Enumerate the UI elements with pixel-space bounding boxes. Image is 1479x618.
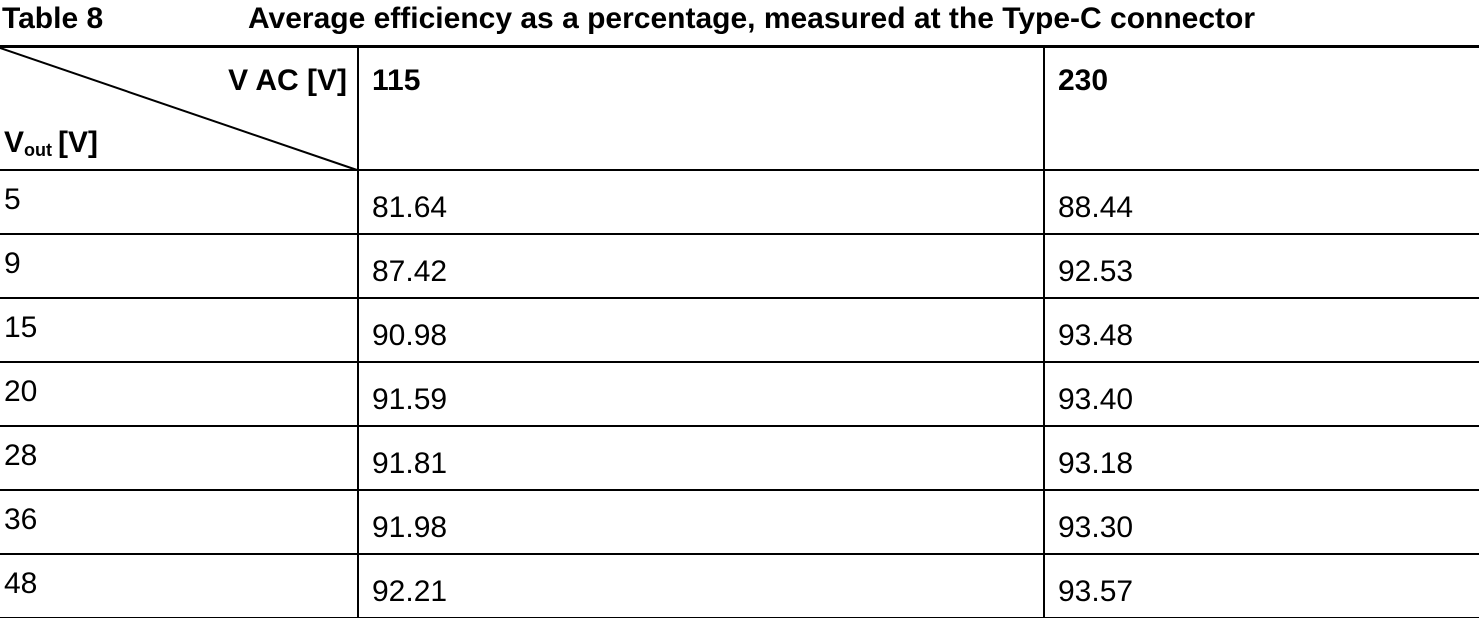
header-rule [0, 169, 1479, 171]
row-axis-symbol: V [4, 126, 25, 159]
row-header: 9 [4, 247, 21, 280]
cell-value: 93.40 [1058, 383, 1134, 416]
column-axis-label: V AC [V] [228, 64, 347, 97]
corner-diagonal [0, 47, 358, 171]
cell-value: 81.64 [372, 191, 448, 224]
cell-value: 93.48 [1058, 319, 1134, 352]
table-label: Table 8 [2, 2, 104, 35]
row-axis-unit: [V] [58, 126, 98, 159]
row-header: 36 [4, 503, 38, 536]
cell-value: 93.18 [1058, 447, 1134, 480]
column-rule [1043, 47, 1045, 617]
row-axis-label: Vout [V] [4, 126, 98, 161]
row-rule [0, 553, 1479, 555]
cell-value: 91.98 [372, 511, 448, 544]
column-header: 115 [372, 64, 421, 97]
column-rule [357, 47, 359, 617]
column-header: 230 [1058, 64, 1109, 97]
cell-value: 91.59 [372, 383, 448, 416]
row-rule [0, 297, 1479, 299]
row-header: 28 [4, 439, 38, 472]
row-rule [0, 425, 1479, 427]
cell-value: 92.21 [372, 575, 448, 608]
table-top-rule [0, 45, 1479, 48]
table-title: Average efficiency as a percentage, meas… [248, 2, 1256, 35]
cell-value: 93.30 [1058, 511, 1134, 544]
row-header: 48 [4, 567, 38, 600]
cell-value: 91.81 [372, 447, 448, 480]
row-rule [0, 361, 1479, 363]
cell-value: 92.53 [1058, 255, 1134, 288]
row-rule [0, 489, 1479, 491]
row-header: 5 [4, 183, 21, 216]
cell-value: 90.98 [372, 319, 448, 352]
row-rule [0, 233, 1479, 235]
cell-value: 93.57 [1058, 575, 1134, 608]
row-header: 15 [4, 311, 38, 344]
cell-value: 87.42 [372, 255, 448, 288]
cell-value: 88.44 [1058, 191, 1134, 224]
row-header: 20 [4, 375, 38, 408]
row-axis-subscript: out [24, 140, 52, 160]
